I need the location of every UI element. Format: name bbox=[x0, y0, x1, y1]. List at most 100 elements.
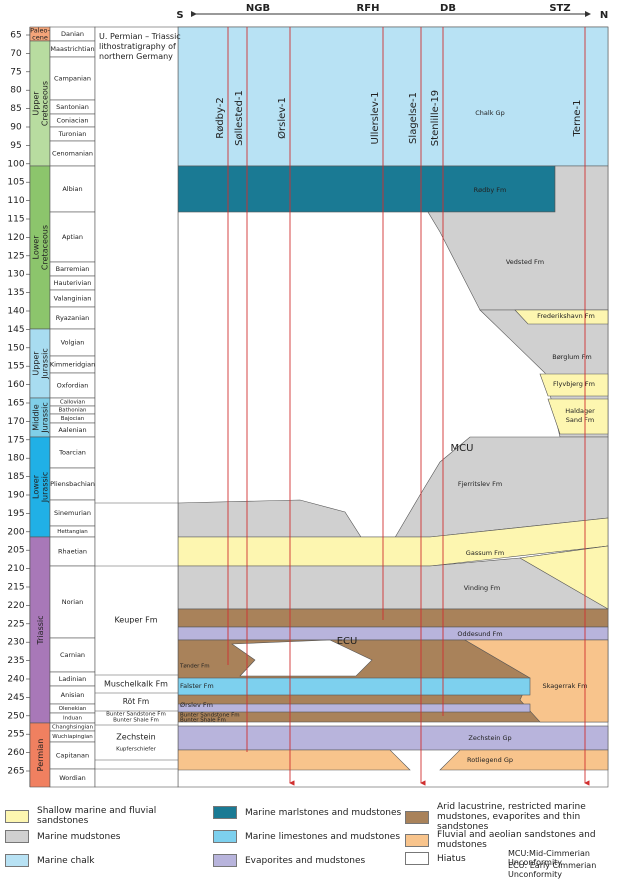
litho-unit: Muschelkalk Fm bbox=[104, 680, 168, 689]
age-tick-label: 170 bbox=[7, 417, 24, 427]
stage-box bbox=[49, 328, 96, 357]
formation-label: Bunter Sandstone Fm bbox=[180, 713, 240, 719]
label-line: U. Permian – Triassic bbox=[99, 32, 181, 41]
stage-label: Oxfordian bbox=[57, 382, 89, 390]
litho-unit: Röt Fm bbox=[123, 697, 149, 706]
stage-label: Bajocian bbox=[61, 416, 85, 422]
stage-label: Toarcian bbox=[58, 449, 86, 457]
formation-label: Fjerritslev Fm bbox=[458, 480, 502, 488]
region-label: DB bbox=[440, 3, 456, 14]
age-tick-label: 215 bbox=[7, 583, 24, 593]
formation-label: Vinding Fm bbox=[464, 584, 501, 592]
age-tick-label: 105 bbox=[7, 178, 24, 188]
legend-item: Fluvial and aeolian sandstones and mudst… bbox=[405, 830, 605, 850]
south-label: S bbox=[176, 10, 183, 21]
well-name: Slagelse-1 bbox=[408, 92, 419, 144]
age-tick-label: 85 bbox=[10, 104, 21, 114]
label-line: cene bbox=[32, 34, 48, 42]
legend-text: Marine chalk bbox=[37, 855, 95, 866]
label-line: Lower bbox=[31, 474, 40, 499]
label-line: Upper bbox=[31, 91, 40, 116]
formation-labels: Chalk Gp Rødby Fm Vedsted Fm Frederiksha… bbox=[179, 109, 595, 764]
well-name: Rødby-2 bbox=[215, 97, 226, 138]
formation-label: Børglum Fm bbox=[552, 353, 592, 361]
label-line: Paleo- bbox=[30, 27, 51, 35]
unconformity-label: ECU bbox=[337, 636, 358, 647]
legend-text: Hiatus bbox=[437, 853, 466, 864]
header: S NGB RFH DB STZ N bbox=[176, 3, 608, 21]
stage-label: Volgian bbox=[61, 339, 85, 347]
age-tick-label: 180 bbox=[7, 454, 24, 464]
litho-unit: Bunter Shale Fm bbox=[113, 718, 159, 724]
age-tick-label: 210 bbox=[7, 564, 24, 574]
legend-swatch bbox=[213, 806, 237, 819]
well-name: Ullerslev-1 bbox=[370, 92, 381, 145]
age-tick-label: 200 bbox=[7, 527, 24, 537]
age-tick-label: 150 bbox=[7, 343, 24, 353]
age-tick-label: 140 bbox=[7, 307, 24, 317]
age-tick-label: 155 bbox=[7, 362, 24, 372]
stage-label: Capitanan bbox=[56, 752, 89, 760]
stage-label: Maastrichtian bbox=[50, 45, 94, 53]
period-label: Triassic bbox=[36, 615, 45, 645]
region-label: NGB bbox=[246, 3, 270, 14]
formation-label: Zechstein Gp bbox=[468, 734, 511, 742]
stage-box bbox=[49, 211, 96, 263]
region-label: RFH bbox=[357, 3, 380, 14]
age-tick-label: 80 bbox=[10, 86, 22, 96]
legend-text: Shallow marine and fluvial sandstones bbox=[37, 806, 157, 826]
label-line: Cretaceous bbox=[40, 225, 49, 270]
litho-unit: Keuper Fm bbox=[114, 616, 157, 625]
stage-label: Wordian bbox=[59, 774, 86, 782]
age-tick-label: 100 bbox=[7, 159, 24, 169]
legend-swatch bbox=[5, 830, 29, 843]
age-tick-label: 90 bbox=[10, 123, 22, 133]
stage-label: Callovian bbox=[60, 400, 86, 406]
label-line: lithostratigraphy of bbox=[99, 42, 176, 51]
stage-label: Hettangian bbox=[57, 529, 88, 535]
stage-label: Aalenian bbox=[58, 426, 86, 434]
legend-text: Arid lacustrine, restricted marine mudst… bbox=[437, 802, 586, 832]
age-tick-label: 235 bbox=[7, 656, 24, 666]
stage-label: Induan bbox=[63, 716, 82, 722]
legend-item: Marine mudstones bbox=[5, 830, 205, 843]
stage-label: Pliensbachian bbox=[50, 480, 95, 488]
age-tick-label: 220 bbox=[7, 601, 24, 611]
stage-label: Carnian bbox=[60, 651, 85, 659]
stage-label: Sinemurian bbox=[54, 509, 91, 517]
well-name: Ørslev-1 bbox=[276, 97, 288, 139]
age-tick-label: 110 bbox=[7, 196, 24, 206]
legend-item: Marine limestones and mudstones bbox=[213, 830, 413, 843]
stage-label: Cenomanian bbox=[52, 150, 93, 158]
period-label: Paleo-cene bbox=[30, 27, 51, 42]
formation-label: Flyvbjerg Fm bbox=[553, 380, 595, 388]
legend-item: Arid lacustrine, restricted marine mudst… bbox=[405, 802, 625, 832]
age-tick-label: 260 bbox=[7, 748, 24, 758]
well-name: Terne-1 bbox=[572, 100, 583, 138]
formation-label: Skagerrak Fm bbox=[543, 682, 588, 690]
age-tick-label: 240 bbox=[7, 675, 24, 685]
age-tick-label: 65 bbox=[10, 31, 21, 41]
formation-label: Falster Fm bbox=[180, 682, 214, 690]
legend-text: Evaporites and mudstones bbox=[245, 855, 366, 866]
stage-label: Norian bbox=[62, 598, 83, 606]
formation-label: Gassum Fm bbox=[466, 549, 504, 557]
age-tick-label: 245 bbox=[7, 693, 24, 703]
stage-label: Anisian bbox=[61, 691, 85, 699]
formation-label: Vedsted Fm bbox=[506, 258, 544, 266]
age-tick-label: 190 bbox=[7, 491, 24, 501]
legend-swatch bbox=[405, 810, 429, 824]
age-tick-label: 225 bbox=[7, 619, 24, 629]
label-line: Lower bbox=[31, 235, 40, 260]
label-line: Cretaceous bbox=[40, 81, 49, 126]
age-tick-label: 125 bbox=[7, 251, 24, 261]
age-tick-label: 185 bbox=[7, 472, 24, 482]
age-tick-label: 75 bbox=[10, 67, 21, 77]
label-line: Jurassic bbox=[40, 402, 49, 434]
age-tick-label: 145 bbox=[7, 325, 24, 335]
age-tick-label: 265 bbox=[7, 767, 24, 777]
formation-label: Haldager Sand Fm bbox=[565, 407, 595, 424]
stage-label: Santonian bbox=[56, 103, 89, 111]
label-line: Middle bbox=[31, 404, 40, 431]
